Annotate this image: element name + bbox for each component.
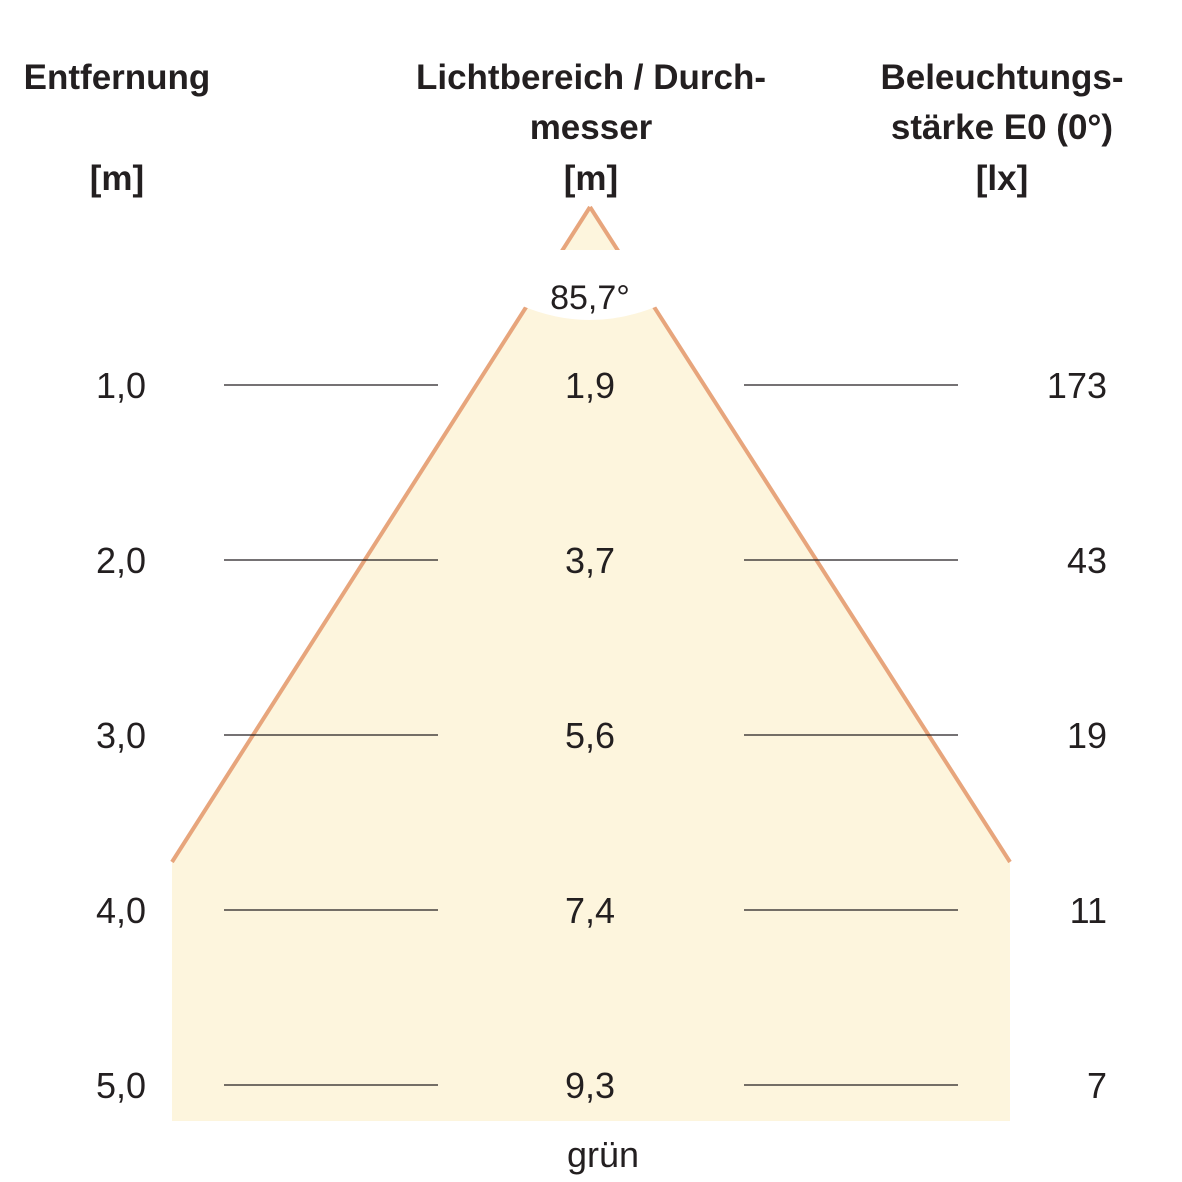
illuminance-value: 19 (1067, 715, 1107, 756)
distance-value: 2,0 (96, 540, 146, 581)
distance-row: 1,0 1,9 173 (96, 365, 1107, 406)
light-cone (172, 207, 1010, 1121)
header-illuminance: Beleuchtungs- stärke E0 (0°) [lx] (880, 58, 1123, 198)
distance-row: 4,0 7,4 11 (96, 890, 1107, 931)
diameter-value: 5,6 (565, 715, 615, 756)
diameter-value: 9,3 (565, 1065, 615, 1106)
illuminance-value: 173 (1047, 365, 1107, 406)
cone-edge-left (170, 205, 592, 864)
header-distance: Entfernung [m] (24, 58, 211, 198)
illuminance-value: 7 (1087, 1065, 1107, 1106)
diameter-value: 1,9 (565, 365, 615, 406)
header-illuminance-title-2: stärke E0 (0°) (891, 108, 1113, 147)
color-label: grün (567, 1134, 639, 1175)
header-diameter: Lichtbereich / Durch- messer [m] (416, 58, 766, 198)
distance-row: 3,0 5,6 19 (96, 715, 1107, 756)
header-diameter-unit: [m] (564, 159, 618, 198)
header-diameter-title-1: Lichtbereich / Durch- (416, 58, 766, 97)
illuminance-value: 11 (1070, 890, 1107, 931)
distance-value: 5,0 (96, 1065, 146, 1106)
header-illuminance-title-1: Beleuchtungs- (880, 58, 1123, 97)
distance-value: 3,0 (96, 715, 146, 756)
distance-row: 5,0 9,3 7 (96, 1065, 1107, 1106)
distance-rows: 1,0 1,9 173 2,0 3,7 43 3,0 5,6 19 4,0 7,4 11 5,0 9,3 7 (96, 365, 1107, 1106)
cone-edge-right (588, 205, 1012, 864)
illuminance-value: 43 (1067, 540, 1107, 581)
diameter-value: 7,4 (565, 890, 615, 931)
header-illuminance-unit: [lx] (976, 159, 1029, 198)
distance-value: 4,0 (96, 890, 146, 931)
header-distance-unit: [m] (90, 159, 144, 198)
header-diameter-title-2: messer (530, 108, 653, 147)
distance-row: 2,0 3,7 43 (96, 540, 1107, 581)
distance-value: 1,0 (96, 365, 146, 406)
beam-angle-label: 85,7° (550, 279, 630, 317)
diameter-value: 3,7 (565, 540, 615, 581)
angle-arc (520, 250, 660, 320)
header-distance-title: Entfernung (24, 58, 211, 97)
